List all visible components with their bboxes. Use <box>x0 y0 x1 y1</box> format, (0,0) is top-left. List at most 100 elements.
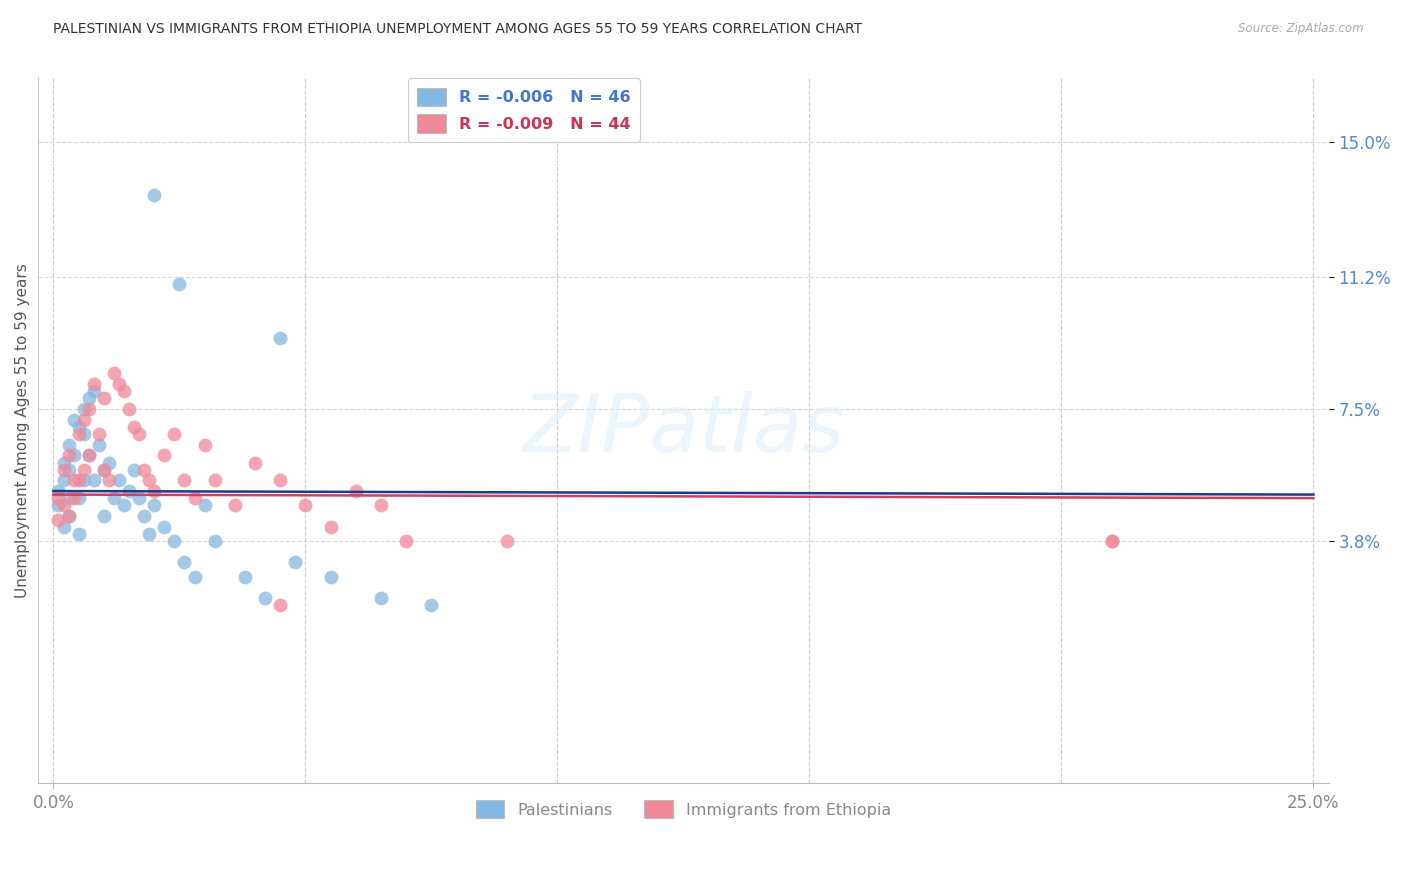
Point <box>48 498 70 512</box>
Point <box>118 402 141 417</box>
Point <box>52 473 75 487</box>
Point <box>52 519 75 533</box>
Point <box>173 473 195 487</box>
Point <box>73 413 96 427</box>
Point <box>204 473 226 487</box>
Point <box>73 402 96 417</box>
Point <box>243 456 266 470</box>
Point <box>112 498 135 512</box>
Point <box>62 449 84 463</box>
Point <box>58 508 80 523</box>
Point <box>58 449 80 463</box>
Point <box>224 498 246 512</box>
Point <box>370 498 392 512</box>
Point <box>134 462 156 476</box>
Point <box>153 519 176 533</box>
Point <box>395 533 418 548</box>
Point <box>118 483 141 498</box>
Point <box>269 331 291 345</box>
Point <box>319 519 342 533</box>
Point <box>420 598 443 612</box>
Point <box>62 473 84 487</box>
Point <box>128 427 150 442</box>
Point <box>48 491 70 505</box>
Point <box>52 498 75 512</box>
Point <box>143 498 166 512</box>
Point <box>153 449 176 463</box>
Point <box>87 438 110 452</box>
Point <box>52 462 75 476</box>
Point <box>67 473 90 487</box>
Point <box>83 377 105 392</box>
Point <box>77 392 100 406</box>
Point <box>269 473 291 487</box>
Point <box>103 491 125 505</box>
Point <box>83 473 105 487</box>
Point <box>48 512 70 526</box>
Legend: Palestinians, Immigrants from Ethiopia: Palestinians, Immigrants from Ethiopia <box>470 794 897 825</box>
Point <box>204 533 226 548</box>
Point <box>294 498 316 512</box>
Point <box>67 491 90 505</box>
Point <box>67 526 90 541</box>
Point <box>128 491 150 505</box>
Point <box>97 456 120 470</box>
Point <box>138 473 160 487</box>
Point <box>122 420 145 434</box>
Point <box>77 449 100 463</box>
Point <box>67 427 90 442</box>
Text: PALESTINIAN VS IMMIGRANTS FROM ETHIOPIA UNEMPLOYMENT AMONG AGES 55 TO 59 YEARS C: PALESTINIAN VS IMMIGRANTS FROM ETHIOPIA … <box>53 22 862 37</box>
Point <box>58 508 80 523</box>
Point <box>233 569 256 583</box>
Point <box>48 483 70 498</box>
Point <box>194 438 217 452</box>
Point <box>143 188 166 202</box>
Y-axis label: Unemployment Among Ages 55 to 59 years: Unemployment Among Ages 55 to 59 years <box>15 263 30 598</box>
Point <box>496 533 519 548</box>
Point <box>1101 533 1123 548</box>
Point <box>77 402 100 417</box>
Point <box>112 384 135 399</box>
Point <box>62 491 84 505</box>
Point <box>73 462 96 476</box>
Point <box>62 413 84 427</box>
Point <box>73 473 96 487</box>
Point <box>370 591 392 605</box>
Point <box>93 462 115 476</box>
Point <box>103 367 125 381</box>
Point <box>284 555 307 569</box>
Point <box>183 491 205 505</box>
Point <box>169 277 191 292</box>
Point <box>108 473 131 487</box>
Point <box>108 377 131 392</box>
Point <box>93 508 115 523</box>
Point <box>163 427 186 442</box>
Point <box>87 427 110 442</box>
Point <box>183 569 205 583</box>
Point <box>163 533 186 548</box>
Point <box>73 427 96 442</box>
Point <box>134 508 156 523</box>
Text: ZIPatlas: ZIPatlas <box>523 392 845 469</box>
Point <box>77 449 100 463</box>
Point <box>1101 533 1123 548</box>
Text: Source: ZipAtlas.com: Source: ZipAtlas.com <box>1239 22 1364 36</box>
Point <box>269 598 291 612</box>
Point <box>52 456 75 470</box>
Point <box>93 392 115 406</box>
Point <box>58 438 80 452</box>
Point <box>143 483 166 498</box>
Point <box>344 483 367 498</box>
Point <box>254 591 277 605</box>
Point <box>138 526 160 541</box>
Point <box>319 569 342 583</box>
Point <box>122 462 145 476</box>
Point <box>83 384 105 399</box>
Point <box>194 498 217 512</box>
Point <box>173 555 195 569</box>
Point <box>67 420 90 434</box>
Point <box>97 473 120 487</box>
Point <box>58 491 80 505</box>
Point <box>93 462 115 476</box>
Point <box>58 462 80 476</box>
